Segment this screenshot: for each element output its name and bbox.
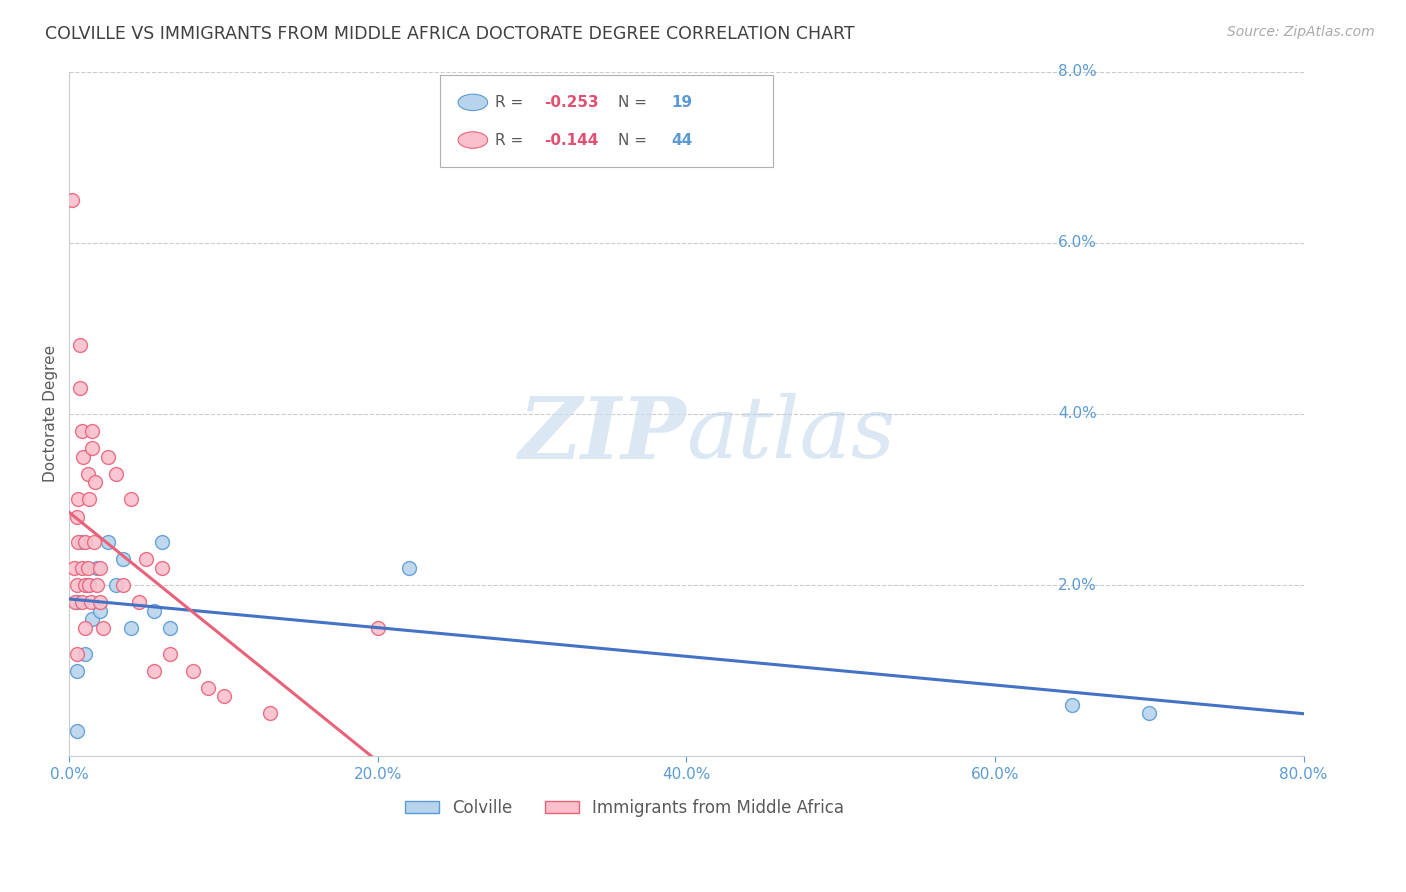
Text: ZIP: ZIP bbox=[519, 392, 686, 476]
Point bbox=[79, 492, 101, 507]
Point bbox=[80, 595, 103, 609]
Text: 19: 19 bbox=[672, 95, 693, 110]
Point bbox=[86, 561, 108, 575]
Point bbox=[150, 535, 173, 549]
Text: 2.0%: 2.0% bbox=[1057, 578, 1097, 592]
Point bbox=[66, 664, 89, 678]
Point bbox=[76, 467, 98, 481]
Point bbox=[73, 535, 96, 549]
Point bbox=[60, 193, 83, 207]
Point bbox=[66, 578, 89, 592]
Circle shape bbox=[458, 95, 488, 111]
Text: R =: R = bbox=[495, 95, 529, 110]
FancyBboxPatch shape bbox=[440, 75, 773, 168]
Point bbox=[73, 578, 96, 592]
Text: 6.0%: 6.0% bbox=[1057, 235, 1097, 251]
Circle shape bbox=[458, 132, 488, 148]
Point bbox=[66, 723, 89, 738]
Point bbox=[97, 450, 120, 464]
Point bbox=[69, 381, 91, 395]
Point bbox=[159, 621, 181, 635]
Point bbox=[83, 535, 105, 549]
Point bbox=[143, 664, 166, 678]
Point bbox=[67, 535, 90, 549]
Point bbox=[66, 509, 89, 524]
Point bbox=[104, 467, 127, 481]
Point bbox=[86, 578, 108, 592]
Point bbox=[259, 706, 281, 721]
Point bbox=[89, 595, 111, 609]
Point bbox=[84, 475, 107, 490]
Point bbox=[112, 552, 135, 566]
Text: R =: R = bbox=[495, 133, 529, 147]
Point bbox=[70, 535, 93, 549]
Point bbox=[120, 621, 142, 635]
Point bbox=[89, 561, 111, 575]
Text: N =: N = bbox=[619, 95, 652, 110]
Text: COLVILLE VS IMMIGRANTS FROM MIDDLE AFRICA DOCTORATE DEGREE CORRELATION CHART: COLVILLE VS IMMIGRANTS FROM MIDDLE AFRIC… bbox=[45, 25, 855, 43]
Point bbox=[97, 535, 120, 549]
Legend: Colville, Immigrants from Middle Africa: Colville, Immigrants from Middle Africa bbox=[398, 792, 851, 823]
Point bbox=[66, 647, 89, 661]
Point bbox=[79, 578, 101, 592]
Point bbox=[76, 561, 98, 575]
Point bbox=[112, 578, 135, 592]
Text: atlas: atlas bbox=[686, 393, 896, 475]
Point bbox=[73, 647, 96, 661]
Point bbox=[89, 604, 111, 618]
Point bbox=[367, 621, 389, 635]
Point bbox=[82, 424, 104, 438]
Point bbox=[82, 441, 104, 455]
Point bbox=[120, 492, 142, 507]
Point bbox=[70, 595, 93, 609]
Point bbox=[143, 604, 166, 618]
Point bbox=[181, 664, 204, 678]
Point bbox=[73, 621, 96, 635]
Point bbox=[398, 561, 420, 575]
Point bbox=[82, 612, 104, 626]
Point bbox=[1137, 706, 1160, 721]
Point bbox=[69, 338, 91, 352]
Text: 44: 44 bbox=[672, 133, 693, 147]
Point bbox=[63, 561, 86, 575]
Point bbox=[66, 595, 89, 609]
Point bbox=[1062, 698, 1084, 712]
Text: -0.144: -0.144 bbox=[544, 133, 599, 147]
Text: Source: ZipAtlas.com: Source: ZipAtlas.com bbox=[1227, 25, 1375, 39]
Point bbox=[91, 621, 114, 635]
Point bbox=[65, 595, 87, 609]
Point bbox=[70, 424, 93, 438]
Y-axis label: Doctorate Degree: Doctorate Degree bbox=[44, 345, 58, 483]
Point bbox=[76, 578, 98, 592]
Point bbox=[67, 492, 90, 507]
Point bbox=[104, 578, 127, 592]
Point bbox=[72, 450, 94, 464]
Point bbox=[197, 681, 219, 695]
Point bbox=[159, 647, 181, 661]
Point bbox=[128, 595, 150, 609]
Point bbox=[70, 561, 93, 575]
Text: -0.253: -0.253 bbox=[544, 95, 599, 110]
Point bbox=[212, 690, 235, 704]
Text: 4.0%: 4.0% bbox=[1057, 407, 1097, 421]
Text: N =: N = bbox=[619, 133, 652, 147]
Text: 8.0%: 8.0% bbox=[1057, 64, 1097, 79]
Point bbox=[150, 561, 173, 575]
Point bbox=[135, 552, 157, 566]
